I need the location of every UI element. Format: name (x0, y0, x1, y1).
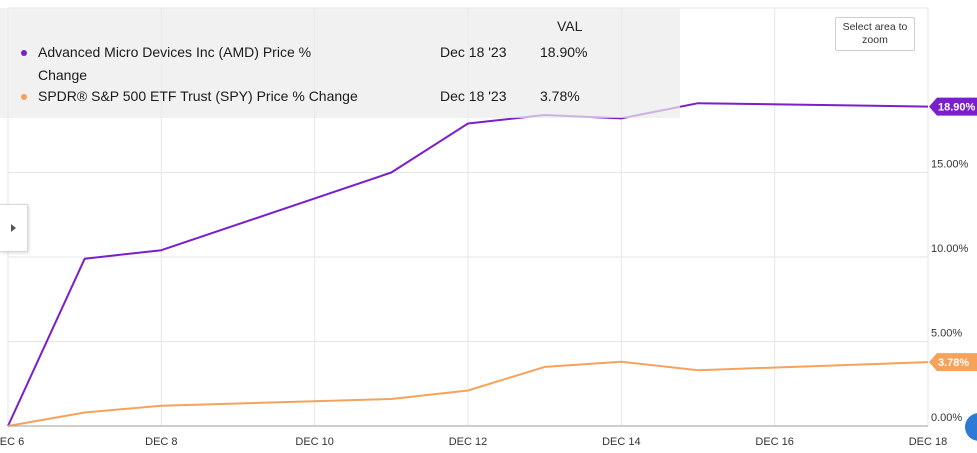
series-end-label-bg (929, 97, 977, 116)
spy-series-dot-icon (21, 94, 27, 100)
x-tick-label: DEC 6 (0, 436, 24, 448)
legend-series-name: SPDR® S&P 500 ETF Trust (SPY) Price % Ch… (38, 88, 358, 104)
legend-value: 3.78% (540, 88, 580, 104)
series-end-label-bg (929, 353, 977, 372)
x-tick-label: DEC 12 (449, 436, 488, 448)
series-line-1 (7, 360, 929, 427)
chart-legend: VAL Advanced Micro Devices Inc (AMD) Pri… (0, 8, 680, 118)
y-tick-label: 0.00% (931, 412, 962, 424)
x-tick-label: DEC 18 (909, 436, 948, 448)
legend-series-name: Advanced Micro Devices Inc (AMD) Price %… (38, 44, 312, 83)
amd-series-dot-icon (21, 50, 27, 56)
legend-date: Dec 18 '23 (440, 88, 507, 104)
side-panel-toggle-button[interactable] (0, 204, 28, 252)
legend-value-header: VAL (557, 18, 583, 34)
legend-date: Dec 18 '23 (440, 44, 507, 60)
x-tick-label: DEC 14 (602, 436, 641, 448)
legend-value: 18.90% (540, 44, 588, 60)
chevron-right-icon (11, 224, 16, 232)
x-tick-label: DEC 8 (145, 436, 177, 448)
x-tick-label: DEC 16 (755, 436, 794, 448)
y-tick-label: 10.00% (931, 243, 969, 255)
series-end-label: 18.90% (938, 102, 976, 114)
help-bubble-icon[interactable] (965, 413, 977, 441)
select-area-zoom-button[interactable]: Select area to zoom (835, 17, 915, 51)
series-end-label: 3.78% (938, 357, 969, 369)
y-tick-label: 15.00% (931, 159, 969, 171)
y-tick-label: 5.00% (931, 328, 962, 340)
x-tick-label: DEC 10 (295, 436, 334, 448)
